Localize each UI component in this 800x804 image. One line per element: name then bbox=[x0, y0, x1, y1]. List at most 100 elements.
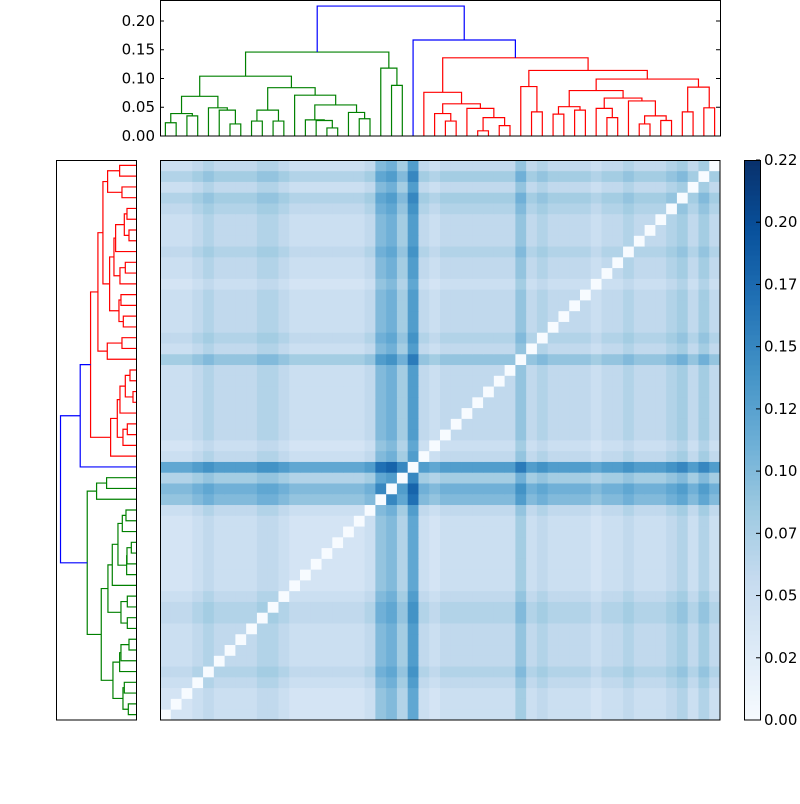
heatmap-cell bbox=[386, 396, 398, 409]
heatmap-cell bbox=[483, 590, 495, 602]
heatmap-cell bbox=[472, 504, 484, 516]
heatmap-cell bbox=[256, 343, 269, 355]
heatmap-cell bbox=[601, 396, 613, 409]
heatmap-cell bbox=[407, 300, 419, 312]
heatmap-cell bbox=[504, 386, 516, 398]
heatmap-cell bbox=[440, 623, 452, 635]
heatmap-cell bbox=[612, 353, 624, 366]
heatmap-cell bbox=[246, 278, 258, 290]
heatmap-cell bbox=[698, 676, 710, 689]
heatmap-cell bbox=[289, 612, 301, 624]
heatmap-cell bbox=[256, 623, 269, 635]
heatmap-cell bbox=[170, 504, 182, 516]
heatmap-cell bbox=[601, 698, 613, 710]
heatmap-cell bbox=[235, 321, 247, 333]
heatmap-cell bbox=[558, 160, 570, 172]
heatmap-cell bbox=[375, 353, 387, 366]
heatmap-cell bbox=[461, 267, 473, 279]
heatmap-cell bbox=[493, 526, 506, 538]
heatmap-cell bbox=[160, 472, 172, 484]
heatmap-cell bbox=[160, 612, 172, 624]
heatmap-cell bbox=[504, 310, 516, 322]
heatmap-cell bbox=[461, 418, 473, 430]
dendrogram-link bbox=[122, 428, 136, 446]
colorbar-segment bbox=[744, 455, 760, 461]
heatmap-cell bbox=[504, 612, 516, 624]
heatmap-cell bbox=[623, 321, 635, 333]
heatmap-cell bbox=[170, 493, 182, 506]
heatmap-cell bbox=[558, 407, 570, 419]
heatmap-cell bbox=[698, 310, 710, 322]
heatmap-cell bbox=[633, 353, 646, 366]
heatmap-cell bbox=[483, 203, 495, 215]
heatmap-cell bbox=[558, 246, 570, 258]
heatmap-cell bbox=[558, 278, 570, 290]
heatmap-cell bbox=[580, 321, 592, 333]
heatmap-cell bbox=[547, 580, 559, 592]
heatmap-cell bbox=[235, 246, 247, 258]
dendrogram-link bbox=[164, 122, 177, 136]
heatmap-cell bbox=[569, 300, 581, 312]
heatmap-cell bbox=[343, 483, 355, 495]
dendrogram-link bbox=[466, 107, 495, 136]
heatmap-cell bbox=[375, 472, 387, 484]
heatmap-cell bbox=[450, 310, 462, 322]
heatmap-cell bbox=[687, 170, 699, 182]
heatmap-cell bbox=[321, 224, 333, 236]
heatmap-cell bbox=[267, 396, 279, 409]
colorbar-segment bbox=[744, 195, 760, 201]
heatmap-cell bbox=[623, 181, 635, 193]
heatmap-cell bbox=[429, 353, 441, 366]
heatmap-cell bbox=[418, 676, 430, 689]
heatmap-cell bbox=[590, 386, 602, 398]
heatmap-cell bbox=[160, 655, 172, 667]
heatmap-cell bbox=[698, 418, 710, 430]
heatmap-cell bbox=[396, 321, 409, 333]
colorbar-segment bbox=[744, 550, 760, 556]
heatmap-cell bbox=[289, 170, 301, 182]
heatmap-cell bbox=[698, 289, 710, 301]
heatmap-cell bbox=[321, 493, 333, 506]
heatmap-cell bbox=[213, 644, 226, 656]
heatmap-cell bbox=[644, 332, 656, 344]
heatmap-cell bbox=[246, 698, 258, 710]
heatmap-cell bbox=[612, 192, 624, 204]
heatmap-cell bbox=[558, 461, 570, 473]
heatmap-cell bbox=[364, 386, 376, 398]
heatmap-cell bbox=[601, 170, 613, 182]
heatmap-cell bbox=[698, 440, 710, 452]
heatmap-cell bbox=[407, 580, 419, 592]
heatmap-cell bbox=[483, 160, 495, 172]
heatmap-cell bbox=[601, 450, 613, 462]
dendrogram-link bbox=[129, 369, 136, 382]
heatmap-cell bbox=[256, 213, 269, 226]
heatmap-cell bbox=[418, 493, 430, 506]
heatmap-cell bbox=[687, 203, 699, 215]
heatmap-cell bbox=[515, 192, 527, 204]
heatmap-cell bbox=[590, 160, 602, 172]
heatmap-cell bbox=[493, 580, 506, 592]
heatmap-cell bbox=[267, 526, 279, 538]
heatmap-cell bbox=[300, 590, 312, 602]
heatmap-cell bbox=[213, 472, 226, 484]
heatmap-cell bbox=[160, 644, 172, 656]
heatmap-cell bbox=[676, 698, 689, 710]
heatmap-cell bbox=[343, 493, 355, 506]
heatmap-cell bbox=[181, 590, 193, 602]
dendrogram-link bbox=[120, 294, 136, 306]
heatmap-cell bbox=[332, 590, 344, 602]
heatmap-cell bbox=[396, 386, 409, 398]
heatmap-cell bbox=[192, 246, 204, 258]
heatmap-cell bbox=[256, 246, 269, 258]
heatmap-cell bbox=[203, 493, 215, 506]
heatmap-cell bbox=[386, 472, 398, 484]
heatmap-cell bbox=[666, 623, 678, 635]
heatmap-cell bbox=[547, 418, 559, 430]
heatmap-cell bbox=[666, 633, 678, 646]
heatmap-cell bbox=[472, 472, 484, 484]
heatmap-cell bbox=[213, 343, 226, 355]
heatmap-cell bbox=[310, 181, 322, 193]
heatmap-cell bbox=[332, 558, 344, 570]
heatmap-cell bbox=[461, 687, 473, 699]
heatmap-cell bbox=[235, 526, 247, 538]
